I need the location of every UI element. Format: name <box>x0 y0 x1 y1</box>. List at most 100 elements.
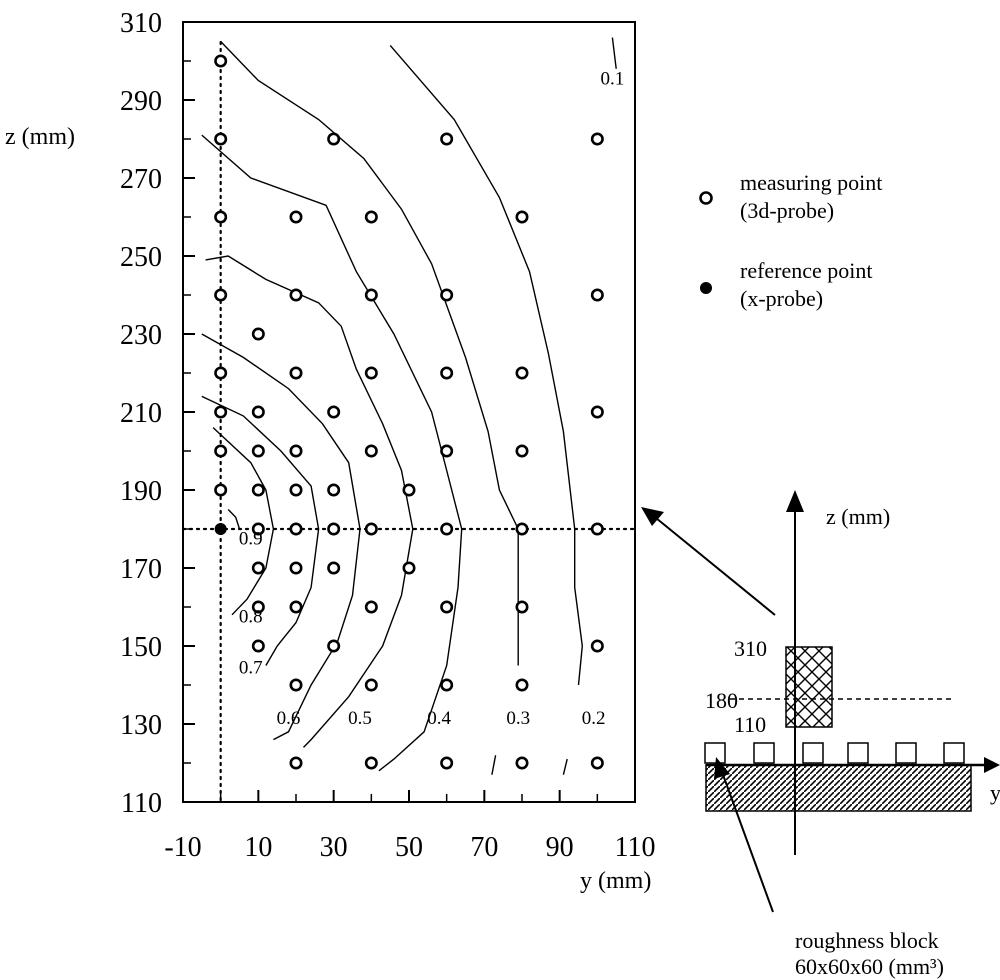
x-tick-label: 30 <box>320 832 348 863</box>
measuring-point <box>289 288 303 302</box>
y-tick-label: 310 <box>120 8 162 39</box>
measuring-point <box>251 639 265 653</box>
axis-ticks <box>182 21 636 803</box>
legend: measuring point (3d-probe) reference poi… <box>699 170 882 311</box>
y-tick-label: 150 <box>120 632 162 663</box>
x-tick-label: 110 <box>615 832 656 863</box>
contour-label: 0.6 <box>277 708 301 729</box>
measuring-point <box>364 366 378 380</box>
y-tick-label: 250 <box>120 242 162 273</box>
x-tick-label: 10 <box>244 832 272 863</box>
legend-reference-point-line1: reference point <box>740 258 873 283</box>
y-tick-label: 270 <box>120 164 162 195</box>
pointer-arrow <box>641 507 776 616</box>
measuring-point <box>251 561 265 575</box>
contour-label: 0.9 <box>239 529 263 550</box>
contour-line <box>611 37 617 69</box>
measuring-point <box>440 366 454 380</box>
measuring-point <box>214 54 228 68</box>
measuring-point <box>327 483 341 497</box>
contour-line <box>220 41 519 666</box>
measuring-point <box>515 600 529 614</box>
inset-block-pointer-arrowhead <box>714 757 730 779</box>
contour-label: 0.3 <box>506 708 530 729</box>
inset-roughness-blocks <box>704 742 965 764</box>
measuring-point <box>364 756 378 770</box>
measuring-point <box>440 756 454 770</box>
y-tick-label: 290 <box>120 86 162 117</box>
y-tick-label: 170 <box>120 554 162 585</box>
x-tick-label: 90 <box>546 832 574 863</box>
inset-z-label: z (mm) <box>826 504 890 529</box>
measuring-point <box>515 210 529 224</box>
axis-tick-labels: -10 10 30 50 70 90 110 110 130 150 170 190 210 230 250… <box>120 8 655 863</box>
inset-block-label-line1: roughness block <box>795 928 939 953</box>
measuring-point <box>214 483 228 497</box>
measuring-point <box>327 132 341 146</box>
inset-roughness-block <box>847 742 869 764</box>
measuring-point <box>402 561 416 575</box>
x-tick-label: 70 <box>470 832 498 863</box>
measuring-point <box>289 444 303 458</box>
contour-line <box>227 509 241 530</box>
inset-y-label: y <box>990 780 1000 805</box>
x-tick-label: 50 <box>395 832 423 863</box>
measuring-point <box>289 483 303 497</box>
measuring-point <box>515 522 529 536</box>
y-tick-label: 130 <box>120 710 162 741</box>
measuring-point <box>364 210 378 224</box>
measuring-point <box>440 522 454 536</box>
inset-roughness-block <box>753 742 775 764</box>
measuring-point <box>289 210 303 224</box>
contour-label: 0.5 <box>348 708 372 729</box>
y-tick-label: 110 <box>121 788 162 819</box>
reference-lines <box>181 40 637 804</box>
measuring-point <box>214 366 228 380</box>
measuring-point <box>214 132 228 146</box>
measuring-point <box>214 288 228 302</box>
inset-ground-hatch <box>705 764 972 812</box>
inset-level-110: 110 <box>734 712 766 737</box>
measuring-point <box>327 405 341 419</box>
measuring-point <box>214 444 228 458</box>
measuring-point <box>440 288 454 302</box>
measuring-point <box>515 444 529 458</box>
measuring-point <box>251 522 265 536</box>
measuring-point <box>402 483 416 497</box>
legend-measuring-point-marker <box>699 191 713 205</box>
measuring-point <box>289 522 303 536</box>
measuring-point <box>364 522 378 536</box>
measuring-point <box>590 132 604 146</box>
inset-schematic: y z (mm) 310 180 110 roughness block 60x… <box>704 490 1000 979</box>
measuring-point <box>364 600 378 614</box>
contour-line <box>491 755 497 775</box>
measuring-point <box>327 522 341 536</box>
legend-reference-point-line2: (x-probe) <box>740 286 823 311</box>
legend-reference-point-marker <box>700 282 712 294</box>
contour-line <box>201 395 320 666</box>
legend-measuring-point-line1: measuring point <box>740 170 882 195</box>
measuring-point <box>289 678 303 692</box>
measuring-point <box>327 639 341 653</box>
measuring-point <box>289 561 303 575</box>
contour-label: 0.7 <box>239 657 263 678</box>
y-axis-title: y (mm) <box>580 868 651 894</box>
measuring-point <box>440 678 454 692</box>
measuring-point <box>289 600 303 614</box>
contour-label: 0.8 <box>239 607 263 628</box>
measuring-point <box>590 522 604 536</box>
measuring-point <box>590 288 604 302</box>
measuring-point <box>251 600 265 614</box>
measuring-point <box>364 444 378 458</box>
measuring-point <box>364 288 378 302</box>
contour-line <box>205 255 414 748</box>
measuring-point <box>440 600 454 614</box>
measuring-points <box>214 54 604 770</box>
measuring-point <box>251 483 265 497</box>
y-tick-label: 190 <box>120 476 162 507</box>
contour-line <box>201 134 463 772</box>
plot-frame <box>182 21 636 803</box>
y-tick-label: 210 <box>120 398 162 429</box>
x-tick-label: -10 <box>164 832 201 863</box>
measuring-point <box>590 756 604 770</box>
